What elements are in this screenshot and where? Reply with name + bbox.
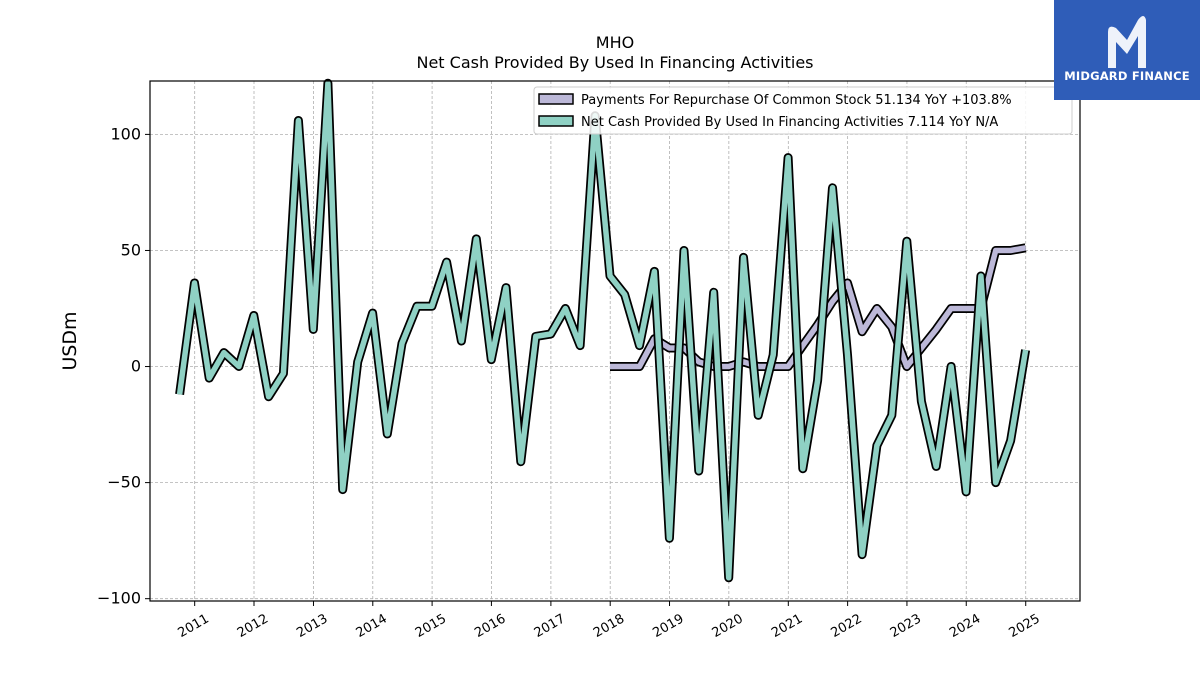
legend: Payments For Repurchase Of Common Stock … (533, 86, 1073, 135)
legend-swatch-repurchase (538, 93, 574, 105)
legend-box (533, 86, 1073, 135)
x-tick-label: 2021 (769, 611, 805, 641)
midgard-m-logo-icon (1108, 16, 1146, 68)
x-tick-label: 2022 (828, 611, 864, 641)
midgard-finance-logo: MIDGARD FINANCE (1054, 0, 1200, 100)
y-axis-ticks: 100 50 0 −50 −100 (97, 124, 150, 608)
y-tick-label: 50 (121, 240, 141, 259)
x-tick-label: 2018 (591, 611, 627, 641)
legend-label-repurchase: Payments For Repurchase Of Common Stock … (581, 93, 1012, 108)
x-tick-label: 2025 (1007, 611, 1043, 641)
x-tick-label: 2013 (294, 611, 330, 641)
y-tick-label: 100 (110, 124, 141, 143)
brand-name: MIDGARD FINANCE (1064, 69, 1190, 83)
series-line (176, 80, 1029, 581)
x-axis-ticks: 2011 2012 2013 2014 2015 2016 2017 2018 2019 2020… (176, 601, 1043, 641)
x-tick-label: 2023 (888, 611, 924, 641)
series-lines (175, 78, 1031, 583)
y-axis-label: USDm (59, 311, 81, 370)
x-tick-label: 2019 (650, 611, 686, 641)
x-tick-label: 2015 (413, 611, 449, 641)
y-tick-label: −50 (107, 473, 141, 492)
x-tick-label: 2020 (710, 611, 746, 641)
x-tick-label: 2024 (947, 611, 983, 641)
plot-frame (149, 80, 1081, 602)
x-tick-label: 2012 (235, 611, 271, 641)
legend-swatch-financing (538, 115, 574, 127)
x-tick-label: 2011 (176, 611, 212, 641)
chart-title: MHO (596, 33, 634, 52)
x-tick-label: 2016 (472, 611, 508, 641)
chart-subtitle: Net Cash Provided By Used In Financing A… (416, 53, 813, 72)
y-tick-label: −100 (97, 589, 141, 608)
x-tick-label: 2017 (532, 611, 568, 641)
legend-label-financing: Net Cash Provided By Used In Financing A… (581, 115, 998, 130)
x-tick-label: 2014 (354, 611, 390, 641)
y-tick-label: 0 (131, 357, 141, 376)
series-1 (175, 78, 1031, 583)
